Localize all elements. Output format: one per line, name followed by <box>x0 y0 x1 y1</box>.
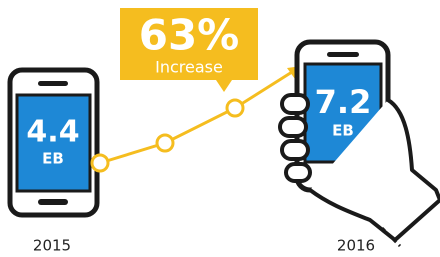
trend-line <box>100 66 302 163</box>
year-label: 2016 <box>337 237 375 255</box>
phone-unit: EB <box>42 150 64 168</box>
callout: 63% Increase <box>120 8 258 92</box>
infographic: 63% Increase 4.4 EB 2015 7.2 EB 2016 <box>0 0 440 257</box>
callout-value: 63% <box>139 11 240 60</box>
phone-2016: 7.2 EB <box>280 42 440 246</box>
callout-label: Increase <box>155 58 223 77</box>
year-label: 2015 <box>33 237 71 255</box>
phone-unit: EB <box>332 122 354 140</box>
phone-value: 4.4 <box>26 115 79 150</box>
phone-value: 7.2 <box>315 83 372 121</box>
phone-2015: 4.4 EB <box>10 70 97 215</box>
